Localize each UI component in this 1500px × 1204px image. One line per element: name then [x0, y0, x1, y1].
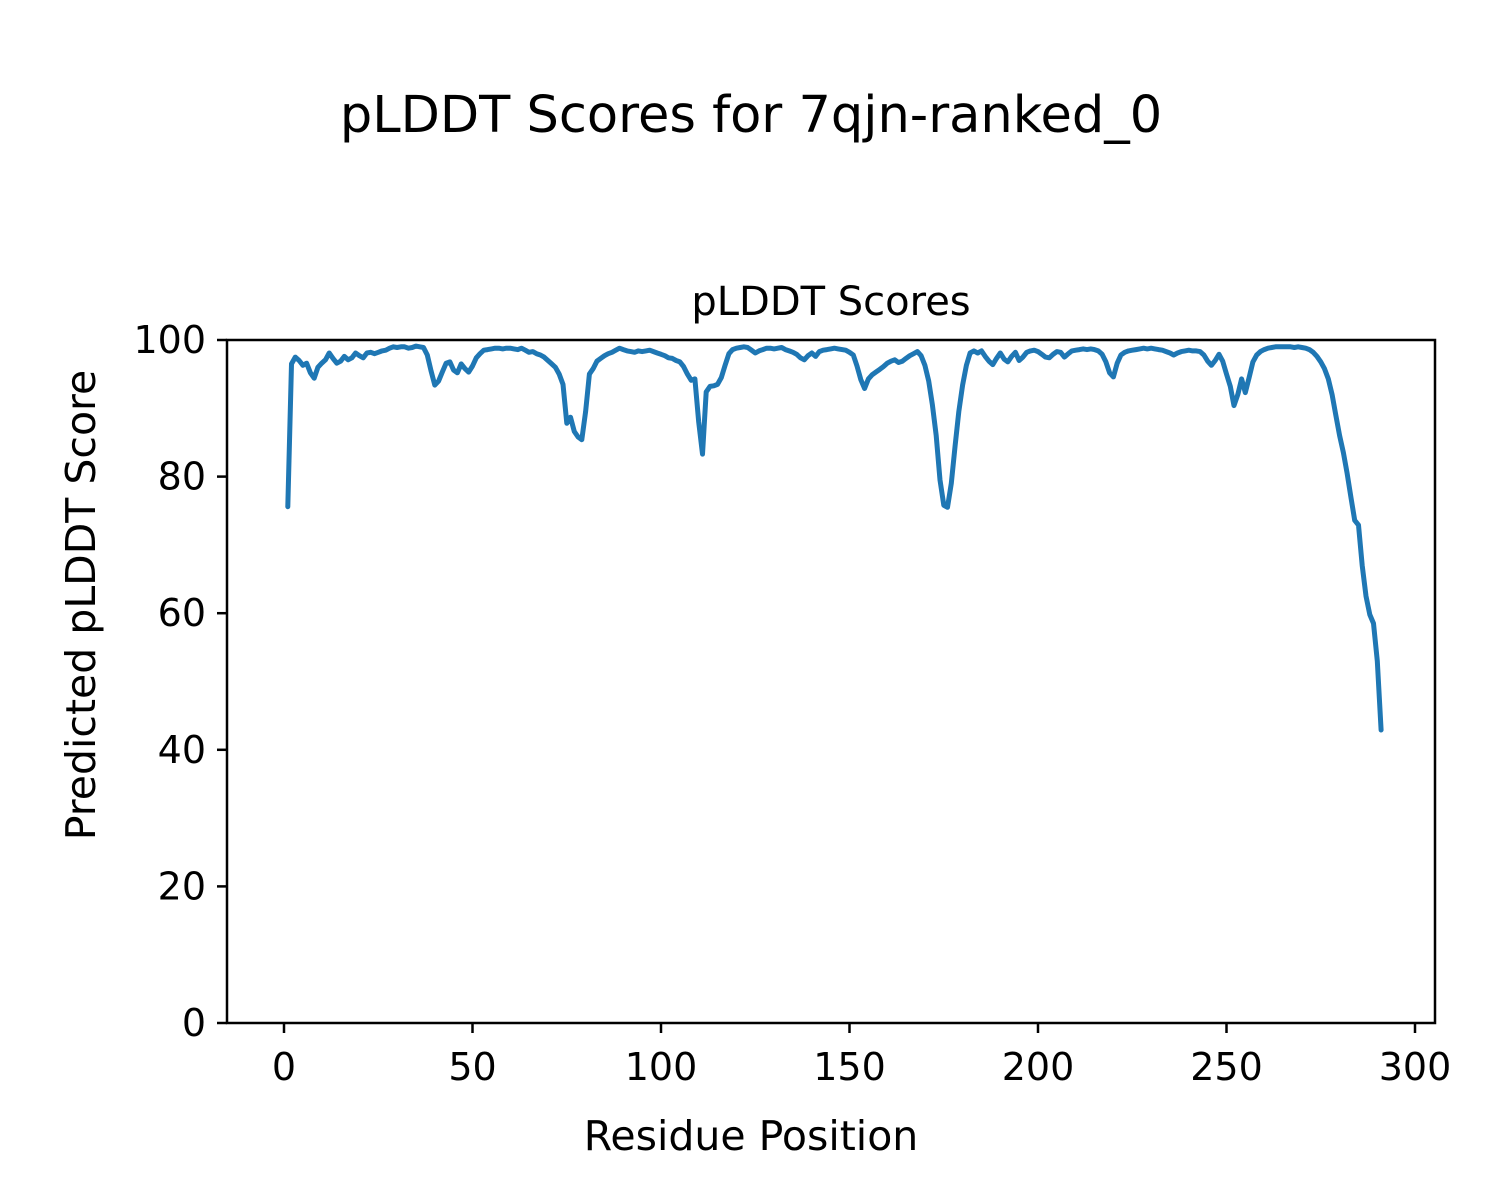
y-tick-label: 80 [158, 455, 206, 499]
x-tick-label: 150 [813, 1045, 886, 1089]
y-tick-label: 100 [133, 318, 206, 362]
figure-title: pLDDT Scores for 7qjn-ranked_0 [340, 86, 1162, 145]
plddt-line-series [285, 343, 1384, 733]
y-tick-label: 0 [182, 1001, 206, 1045]
y-axis-ticks: 0 20 40 60 80 100 [133, 318, 227, 1045]
x-tick-label: 100 [625, 1045, 698, 1089]
y-tick-label: 60 [158, 591, 206, 635]
x-tick-label: 300 [1379, 1045, 1452, 1089]
y-tick-label: 40 [158, 728, 206, 772]
x-tick-label: 50 [448, 1045, 496, 1089]
x-tick-label: 250 [1190, 1045, 1263, 1089]
x-axis-label: Residue Position [584, 1112, 919, 1160]
axes-frame [225, 338, 1437, 1025]
x-tick-label: 200 [1002, 1045, 1075, 1089]
x-axis-ticks: 0 50 100 150 200 250 300 [272, 1023, 1451, 1089]
axes-title: pLDDT Scores [691, 279, 970, 325]
y-tick-label: 20 [158, 864, 206, 908]
y-axis-label: Predicted pLDDT Score [57, 370, 105, 840]
x-tick-label: 0 [272, 1045, 296, 1089]
